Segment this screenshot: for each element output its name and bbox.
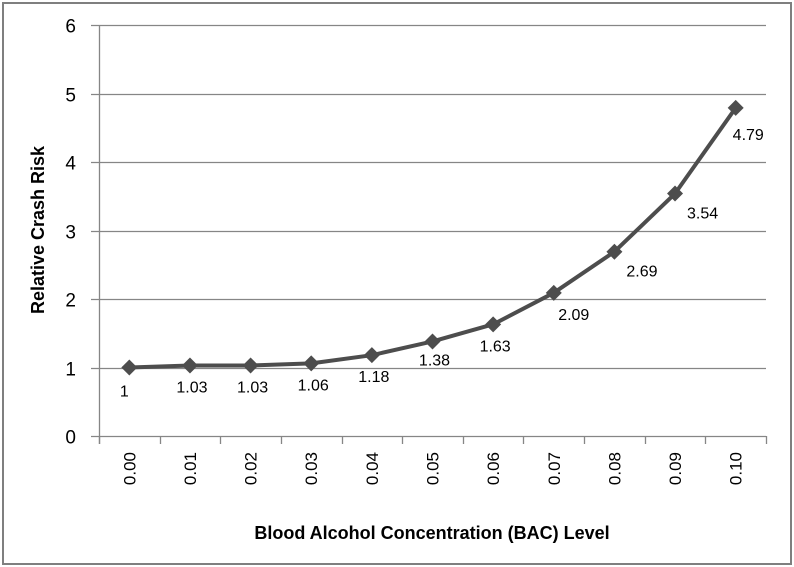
- data-point-marker: [303, 355, 320, 372]
- x-tick-label: 0.07: [545, 452, 564, 485]
- data-point-marker: [181, 357, 198, 374]
- data-label: 1.03: [237, 379, 268, 396]
- x-tick-label: 0.03: [302, 452, 321, 485]
- x-tick-label: 0.09: [666, 452, 685, 485]
- x-axis-title: Blood Alcohol Concentration (BAC) Level: [254, 523, 609, 543]
- data-label: 1: [120, 384, 129, 401]
- data-point-marker: [727, 99, 744, 116]
- data-label: 4.79: [733, 127, 764, 144]
- data-series: [121, 99, 744, 376]
- data-label: 2.69: [626, 264, 657, 281]
- data-point-marker: [667, 185, 684, 202]
- x-axis-ticks: 0.00 0.01 0.02 0.03 0.04 0.05 0.06 0.07 0.08 0.09…: [120, 452, 745, 485]
- x-tick-label: 0.01: [181, 452, 200, 485]
- data-label: 1.06: [298, 377, 329, 394]
- x-tick-label: 0.04: [363, 452, 382, 485]
- y-tick-label: 6: [65, 17, 76, 38]
- y-tick-label: 3: [65, 223, 76, 244]
- data-point-marker: [545, 284, 562, 301]
- data-point-marker: [424, 333, 441, 350]
- data-point-marker: [363, 347, 380, 364]
- data-label: 2.09: [558, 307, 589, 324]
- x-tick-label: 0.02: [242, 452, 261, 485]
- data-label: 1.38: [419, 352, 450, 369]
- data-point-marker: [485, 316, 502, 333]
- x-tick-label: 0.05: [424, 452, 443, 485]
- data-labels: 1 1.03 1.03 1.06 1.18 1.38 1.63 2.09 2.69 3.54 4.7…: [120, 127, 764, 401]
- x-tick-label: 0.06: [484, 452, 503, 485]
- y-axis-ticks: 0 1 2 3 4 5 6: [65, 17, 76, 449]
- y-tick-label: 2: [65, 291, 76, 312]
- x-tick-label: 0.00: [120, 452, 139, 485]
- x-tick-label: 0.08: [605, 452, 624, 485]
- data-label: 1.03: [176, 379, 207, 396]
- y-axis-title: Relative Crash Risk: [28, 145, 48, 314]
- x-tick-label: 0.10: [727, 452, 746, 485]
- data-point-marker: [242, 357, 259, 374]
- data-point-marker: [121, 359, 138, 376]
- series-line: [129, 106, 738, 370]
- data-label: 3.54: [687, 206, 718, 223]
- data-point-marker: [606, 243, 623, 260]
- data-label: 1.63: [480, 338, 511, 355]
- gridlines: [91, 24, 766, 438]
- axes: [98, 25, 768, 444]
- y-tick-label: 4: [65, 154, 76, 175]
- y-tick-label: 1: [65, 360, 76, 381]
- y-tick-label: 5: [65, 86, 76, 107]
- y-tick-label: 0: [65, 428, 76, 449]
- data-label: 1.18: [358, 369, 389, 386]
